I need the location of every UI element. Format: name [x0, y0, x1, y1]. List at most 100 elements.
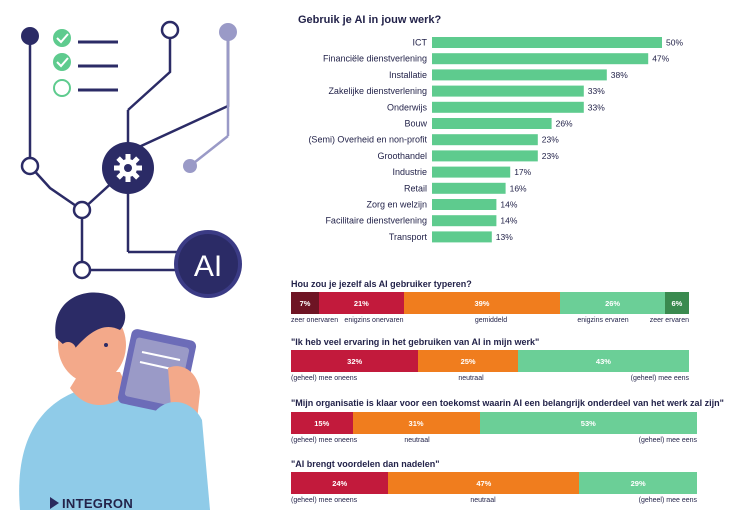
category-label: Onderwijs	[387, 102, 428, 112]
category-label: Installatie	[389, 70, 427, 80]
ai-network-illustration: AI	[19, 20, 242, 510]
bar	[432, 118, 552, 129]
value-label: 23%	[542, 135, 559, 145]
node-icon	[72, 260, 92, 280]
value-label: 14%	[500, 216, 517, 226]
segment-value-label: 26%	[605, 298, 621, 308]
person-figure	[19, 292, 210, 510]
axis-label: zeer onervaren	[291, 317, 339, 324]
category-label: Zakelijke dienstverlening	[328, 86, 427, 96]
category-label: Financiële dienstverlening	[323, 54, 427, 64]
stacked-segment: 24%	[291, 472, 389, 494]
filled-node-icon	[21, 27, 39, 45]
stacked-segment: 47%	[388, 472, 580, 494]
value-label: 26%	[556, 119, 573, 129]
stacked-segment: 39%	[403, 292, 561, 314]
bar	[432, 150, 538, 162]
chart-4-title: "Mijn organisatie is klaar voor een toek…	[291, 398, 724, 408]
segment-value-label: 47%	[476, 478, 492, 488]
stacked-segment: 43%	[517, 350, 689, 372]
segment-value-label: 39%	[474, 298, 490, 308]
filled-node-icon	[219, 23, 237, 41]
bar	[432, 182, 506, 194]
advantages-stacked-bar: 24% 47% 29%	[291, 472, 697, 494]
value-label: 13%	[496, 232, 513, 242]
axis-label: (geheel) mee eens	[638, 437, 697, 444]
axis-label: gemiddeld	[474, 317, 508, 324]
checklist-icon	[53, 29, 118, 97]
stacked-segment: 29%	[579, 472, 697, 494]
bar	[432, 166, 511, 178]
segment-value-label: 31%	[408, 418, 424, 428]
value-label: 17%	[514, 167, 531, 177]
chart-1-title: Gebruik je AI in jouw werk?	[298, 14, 442, 26]
category-label: Facilitaire dienstverlening	[325, 216, 427, 226]
value-label: 50%	[666, 38, 683, 48]
stacked-segment: 15%	[291, 412, 353, 434]
experience-stacked-bar: 32% 25% 43%	[291, 350, 689, 372]
logo-icon	[50, 497, 59, 509]
node-icon	[160, 20, 180, 40]
bar	[432, 215, 497, 227]
value-label: 33%	[588, 86, 605, 96]
value-label: 47%	[652, 54, 669, 64]
stacked-segment: 31%	[352, 412, 480, 434]
axis-label: (geheel) mee oneens	[291, 375, 358, 382]
segment-value-label: 7%	[299, 298, 311, 308]
bar	[432, 37, 662, 48]
brand-logo: INTEGRON	[50, 496, 133, 511]
segment-value-label: 24%	[332, 478, 348, 488]
axis-label: (geheel) mee oneens	[291, 497, 358, 504]
node-icon	[72, 200, 92, 220]
brand-name: INTEGRON	[62, 496, 134, 511]
category-label: Retail	[404, 183, 427, 193]
bar	[432, 53, 649, 65]
bar	[432, 134, 538, 146]
axis-label: neutraal	[470, 497, 496, 504]
axis-label: (geheel) mee eens	[630, 375, 689, 382]
axis-label: zeer ervaren	[649, 317, 689, 324]
value-label: 16%	[510, 183, 527, 193]
segment-value-label: 15%	[314, 418, 330, 428]
axis-label: enigzins ervaren	[577, 317, 629, 324]
chart-2-title: Hou zou je jezelf als AI gebruiker typer…	[291, 279, 472, 289]
ai-label: AI	[194, 250, 222, 283]
axis-label: enigzins onervaren	[344, 317, 404, 324]
category-label: ICT	[413, 38, 428, 48]
empty-circle-icon	[53, 79, 71, 97]
segment-value-label: 6%	[671, 298, 683, 308]
stacked-segment: 32%	[291, 350, 419, 372]
bar	[432, 69, 607, 81]
segment-value-label: 53%	[580, 418, 596, 428]
axis-label: (geheel) mee eens	[638, 497, 697, 504]
segment-value-label: 43%	[595, 356, 611, 366]
axis-label: (geheel) mee oneens	[291, 437, 358, 444]
bar	[432, 101, 584, 113]
bar	[432, 231, 492, 243]
stacked-segment: 26%	[560, 292, 665, 314]
segment-value-label: 21%	[353, 298, 369, 308]
category-label: Industrie	[392, 167, 427, 177]
stacked-segment: 53%	[479, 412, 697, 434]
chart-5-title: "AI brengt voordelen dan nadelen"	[291, 459, 440, 469]
value-label: 23%	[542, 151, 559, 161]
stacked-segment: 25%	[418, 350, 518, 372]
user-type-stacked-bar: 7% 21% 39% 26% 6%	[291, 292, 689, 314]
value-label: 14%	[500, 200, 517, 210]
category-label: Bouw	[404, 119, 427, 129]
stacked-segment: 7%	[291, 292, 320, 314]
bar	[432, 85, 584, 97]
value-label: 38%	[611, 70, 628, 80]
usage-by-sector-chart: ICT 50% Financiële dienstverlening 47% Insta…	[308, 37, 683, 243]
node-icon	[20, 156, 40, 176]
bar	[432, 199, 497, 210]
segment-value-label: 32%	[347, 356, 363, 366]
segment-value-label: 29%	[630, 478, 646, 488]
category-label: Transport	[389, 232, 428, 242]
filled-node-icon	[183, 159, 197, 173]
stacked-segment: 6%	[664, 292, 689, 314]
axis-label: neutraal	[404, 437, 430, 444]
stacked-segment: 21%	[319, 292, 404, 314]
category-label: (Semi) Overheid en non-profit	[308, 135, 427, 145]
category-label: Zorg en welzijn	[366, 200, 427, 210]
